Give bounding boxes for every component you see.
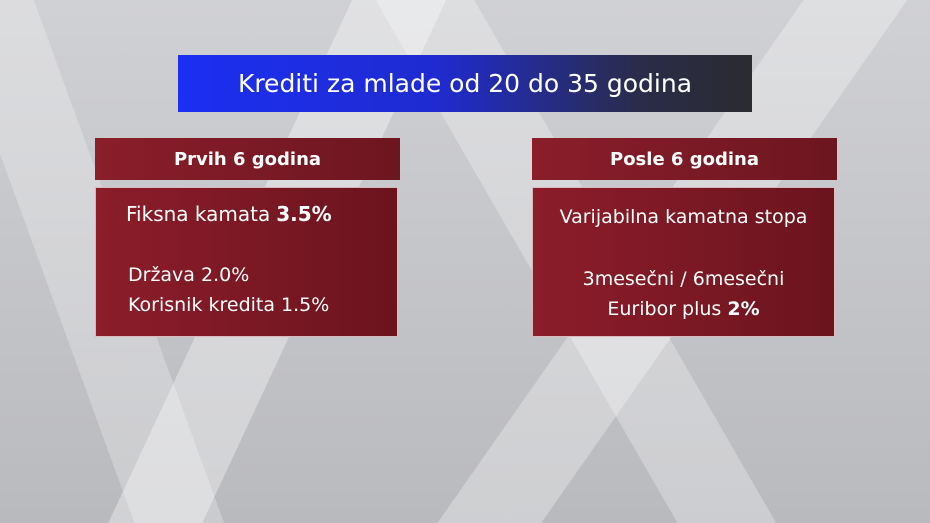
panel-header: Prvih 6 godina [95,138,400,180]
line-text: Varijabilna kamatna stopa [559,206,808,228]
line-text: Država 2.0% [128,264,250,286]
title: Krediti za mlade od 20 do 35 godina [237,69,693,98]
header-text: Prvih 6 godina [173,148,322,170]
line-bold: 3.5% [276,202,332,226]
line-text: Korisnik kredita 1.5% [128,294,330,316]
line: Država 2.0% [128,264,249,286]
line-bold: 2% [727,298,760,320]
line-text: Euribor plus [607,298,722,320]
line: Korisnik kredita 1.5% [128,294,329,316]
panel-body: Fiksna kamata 3.5% Država 2.0% Korisnik k… [95,187,398,337]
line-text: 3mesečni / 6mesečni [582,268,785,290]
line-text: Fiksna kamata [126,202,271,226]
panel-body: Varijabilna kamatna stopa 3mesečni / 6me… [532,187,835,337]
line: Varijabilna kamatna stopa [553,202,814,232]
title-bar: Krediti za mlade od 20 do 35 godina [178,55,752,112]
line: 3mesečni / 6mesečni [533,268,834,290]
line: Fiksna kamata 3.5% [126,202,332,226]
panel-header: Posle 6 godina [532,138,837,180]
line: Euribor plus 2% [533,298,834,320]
header-text: Posle 6 godina [610,148,759,170]
